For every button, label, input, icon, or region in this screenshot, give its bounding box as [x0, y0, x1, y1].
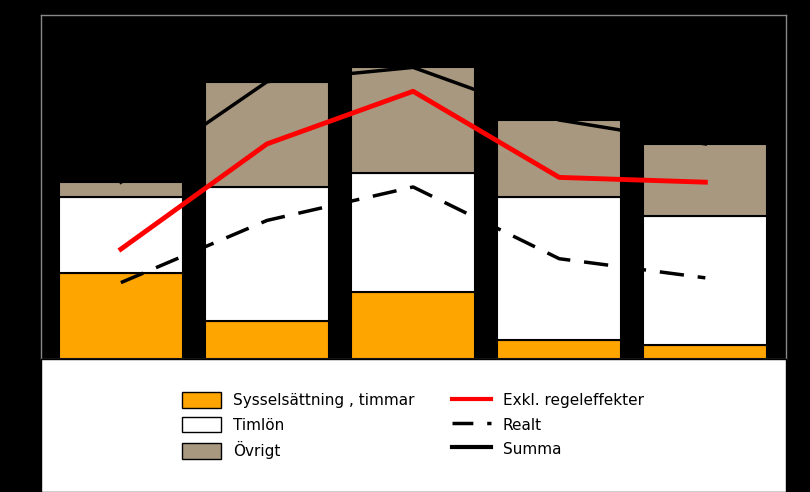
Bar	[205, 187, 329, 321]
Bar	[643, 345, 767, 359]
Bar	[351, 67, 475, 173]
Bar	[59, 273, 183, 359]
Bar	[497, 196, 621, 340]
Bar	[351, 292, 475, 359]
Bar	[205, 82, 329, 187]
Bar	[205, 321, 329, 359]
Bar	[351, 173, 475, 292]
Bar	[497, 120, 621, 196]
Bar	[643, 215, 767, 345]
Bar	[643, 144, 767, 215]
Bar	[59, 196, 183, 273]
Bar	[497, 340, 621, 359]
Legend: Sysselsättning , timmar, Timlön, Övrigt, Exkl. regeleffekter, Realt, Summa: Sysselsättning , timmar, Timlön, Övrigt,…	[167, 377, 659, 474]
Bar	[59, 182, 183, 196]
